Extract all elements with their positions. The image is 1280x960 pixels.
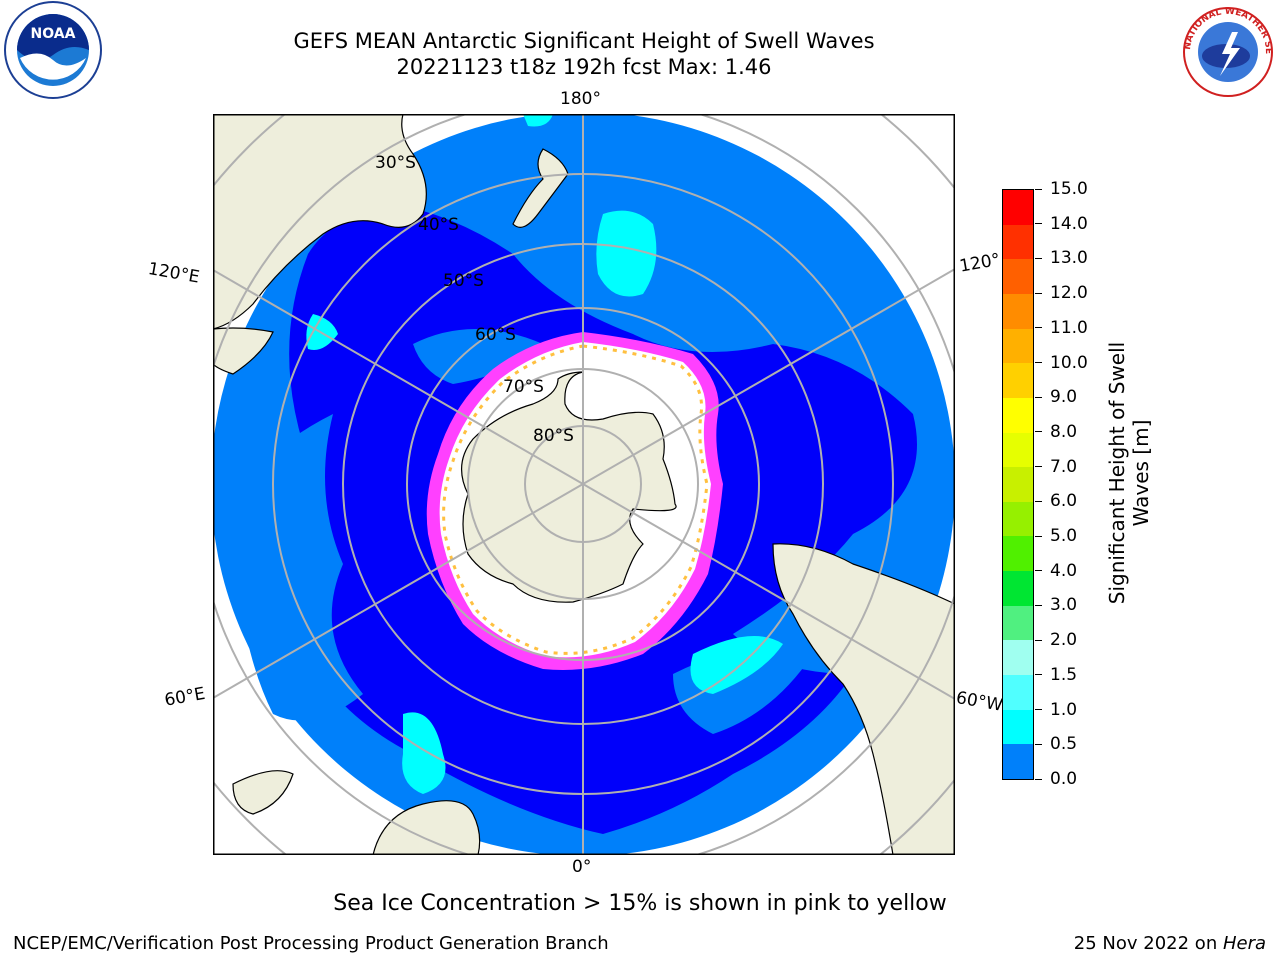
noaa-logo: NOAA bbox=[4, 1, 102, 99]
colorbar-segment bbox=[1003, 397, 1033, 434]
colorbar-segment bbox=[1003, 293, 1033, 330]
footer-host: Hera bbox=[1222, 933, 1266, 954]
colorbar-segment bbox=[1003, 190, 1033, 226]
colorbar-tick-label: 5.0 bbox=[1035, 526, 1077, 546]
colorbar-tick-mark bbox=[1035, 257, 1042, 259]
lon-label-60w: 60°W bbox=[954, 688, 1005, 716]
colorbar-segment bbox=[1003, 744, 1033, 780]
antarctica-land bbox=[461, 371, 677, 603]
lat-label-40s: 40°S bbox=[418, 215, 459, 235]
colorbar-tick-mark bbox=[1035, 743, 1042, 745]
colorbar-tick-mark bbox=[1035, 362, 1042, 364]
colorbar-segment bbox=[1003, 536, 1033, 572]
nws-logo: NATIONAL WEATHER SERVICE bbox=[1176, 4, 1273, 97]
colorbar-tick-label: 12.0 bbox=[1035, 283, 1088, 303]
moderate-swell-region-sw bbox=[233, 414, 363, 721]
colorbar-tick-mark bbox=[1035, 466, 1042, 468]
colorbar-tick-label: 0.5 bbox=[1035, 734, 1077, 754]
lon-label-120w: 120° bbox=[958, 249, 1002, 277]
south-america-land bbox=[772, 543, 955, 855]
map-frame bbox=[213, 114, 955, 855]
colorbar-segment bbox=[1003, 501, 1033, 537]
colorbar-tick-label: 10.0 bbox=[1035, 353, 1088, 373]
colorbar-tick-mark bbox=[1035, 570, 1042, 572]
swell-patch-cyan-1 bbox=[596, 210, 657, 297]
colorbar-segment bbox=[1003, 224, 1033, 260]
colorbar-tick-label: 0.0 bbox=[1035, 769, 1077, 789]
lat-label-80s: 80°S bbox=[533, 426, 574, 446]
colorbar-tick-label: 3.0 bbox=[1035, 595, 1077, 615]
colorbar-segment bbox=[1003, 675, 1033, 711]
colorbar-tick-label: 7.0 bbox=[1035, 457, 1077, 477]
colorbar bbox=[1002, 189, 1034, 780]
colorbar-tick-label: 1.0 bbox=[1035, 700, 1077, 720]
colorbar-tick-mark bbox=[1035, 292, 1042, 294]
colorbar-tick-label: 14.0 bbox=[1035, 214, 1088, 234]
colorbar-label: Significant Height of Swell Waves [m] bbox=[1105, 313, 1153, 633]
colorbar-tick-mark bbox=[1035, 327, 1042, 329]
swell-patch-cyan-4 bbox=[690, 636, 783, 694]
colorbar-tick-label: 9.0 bbox=[1035, 387, 1077, 407]
australia-land bbox=[213, 114, 427, 330]
colorbar-segment bbox=[1003, 328, 1033, 364]
colorbar-tick-mark bbox=[1035, 396, 1042, 398]
colorbar-tick-label: 13.0 bbox=[1035, 248, 1088, 268]
footer-credit: NCEP/EMC/Verification Post Processing Pr… bbox=[13, 933, 609, 954]
colorbar-tick-mark bbox=[1035, 431, 1042, 433]
footer-date-text: 25 Nov 2022 on bbox=[1073, 933, 1223, 954]
lat-label-30s: 30°S bbox=[375, 153, 416, 173]
colorbar-tick-mark bbox=[1035, 500, 1042, 502]
colorbar-tick-label: 4.0 bbox=[1035, 561, 1077, 581]
colorbar-label-line2: Waves [m] bbox=[1129, 419, 1153, 527]
lon-label-180: 180° bbox=[560, 89, 601, 109]
colorbar-tick-mark bbox=[1035, 535, 1042, 537]
colorbar-tick-label: 1.5 bbox=[1035, 665, 1077, 685]
madagascar-land bbox=[232, 770, 294, 815]
colorbar-tick-mark bbox=[1035, 223, 1042, 225]
moderate-swell-region-nw bbox=[413, 329, 543, 384]
sea-ice-yellow-edge bbox=[442, 344, 709, 655]
australia-west-land bbox=[213, 327, 274, 375]
lon-label-0: 0° bbox=[572, 857, 592, 877]
noaa-logo-text: NOAA bbox=[31, 26, 76, 42]
colorbar-segment bbox=[1003, 432, 1033, 468]
colorbar-segment bbox=[1003, 640, 1033, 676]
chart-title: GEFS MEAN Antarctic Significant Height o… bbox=[293, 29, 875, 53]
africa-land bbox=[372, 800, 481, 855]
colorbar-label-line1: Significant Height of Swell bbox=[1105, 341, 1129, 605]
sea-ice-note: Sea Ice Concentration > 15% is shown in … bbox=[333, 891, 947, 916]
colorbar-tick-mark bbox=[1035, 709, 1042, 711]
colorbar-tick-label: 15.0 bbox=[1035, 179, 1088, 199]
colorbar-segment bbox=[1003, 571, 1033, 607]
lon-label-120e: 120°E bbox=[146, 259, 201, 288]
colorbar-segment bbox=[1003, 363, 1033, 399]
swell-patch-cyan-5 bbox=[523, 114, 553, 127]
colorbar-tick-mark bbox=[1035, 639, 1042, 641]
colorbar-tick-label: 11.0 bbox=[1035, 318, 1088, 338]
polar-map: 30°S 40°S 50°S 60°S 70°S 80°S bbox=[213, 114, 955, 855]
footer-date: 25 Nov 2022 on Hera bbox=[1074, 933, 1266, 955]
lat-label-50s: 50°S bbox=[443, 271, 484, 291]
swell-patch-cyan-3 bbox=[402, 712, 446, 794]
chart-subtitle: 20221123 t18z 192h fcst Max: 1.46 bbox=[396, 55, 772, 79]
colorbar-tick-mark bbox=[1035, 674, 1042, 676]
colorbar-tick-label: 2.0 bbox=[1035, 630, 1077, 650]
colorbar-segment bbox=[1003, 259, 1033, 295]
lat-label-70s: 70°S bbox=[503, 377, 544, 397]
colorbar-tick-mark bbox=[1035, 778, 1042, 780]
colorbar-tick-label: 8.0 bbox=[1035, 422, 1077, 442]
colorbar-tick-mark bbox=[1035, 604, 1042, 606]
longitude-grid bbox=[213, 114, 955, 855]
lon-label-60e: 60°E bbox=[163, 683, 207, 711]
lat-label-60s: 60°S bbox=[475, 325, 516, 345]
colorbar-segment bbox=[1003, 709, 1033, 745]
colorbar-tick-mark bbox=[1035, 188, 1042, 190]
colorbar-segment bbox=[1003, 467, 1033, 503]
colorbar-tick-label: 6.0 bbox=[1035, 491, 1077, 511]
colorbar-segment bbox=[1003, 605, 1033, 641]
